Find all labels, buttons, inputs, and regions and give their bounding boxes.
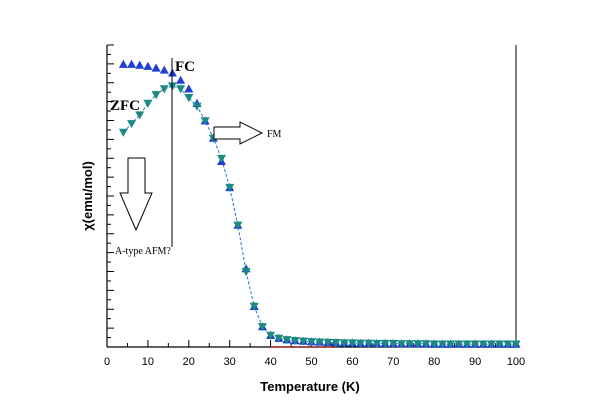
guide-curve [123,85,516,345]
series-zfc [118,82,521,349]
data-point [478,340,488,349]
data-point [241,268,251,277]
data-point [307,338,316,347]
data-point [323,338,333,347]
data-point [315,338,325,347]
data-point [380,339,390,349]
data-point [159,65,169,74]
fm-arrow [213,121,264,145]
x-tick-label: 0 [104,356,110,368]
data-point [257,323,267,332]
afm-arrow [119,157,153,232]
data-point [503,340,513,349]
x-tick-label: 10 [142,356,154,368]
data-point [274,334,284,343]
x-tick-label: 70 [387,356,399,368]
data-point [339,339,349,348]
data-point [364,339,374,348]
x-tick-label: 40 [264,356,276,368]
data-point [495,340,505,349]
y-axis-ticks [107,44,114,348]
data-point [127,120,137,129]
data-point [282,336,292,345]
data-point [127,59,137,68]
data-markers [118,59,521,349]
data-point [118,59,128,68]
fc-label: FC [175,59,195,75]
zfc-label: ZFC [110,98,140,114]
x-tick-label: 90 [469,356,481,368]
data-point [421,340,431,349]
data-point [470,340,480,349]
data-point [511,340,521,349]
data-point [184,94,194,103]
x-tick-label: 100 [507,356,525,368]
data-point [225,183,235,192]
series-fc [118,59,521,348]
data-point [217,154,227,163]
data-point [233,221,243,230]
data-point [118,128,128,137]
data-point [135,60,145,69]
data-point [388,339,398,349]
data-point [372,339,382,349]
data-point [347,339,357,348]
plot-frame [106,45,517,348]
x-tick-label: 60 [346,356,358,368]
data-point [143,99,153,108]
data-point [298,337,308,346]
data-point [176,85,186,94]
data-point [396,340,406,349]
y-axis-title: χ(emu/mol) [80,161,95,231]
data-point [486,340,496,349]
x-axis-tick-labels: 0 10 20 30 40 50 60 70 80 90 100 [104,356,525,368]
data-point [405,340,415,349]
data-point [143,61,153,70]
x-tick-label: 50 [305,356,317,368]
data-point [462,340,472,349]
data-point [446,340,456,349]
fit-lines [123,85,516,348]
data-point [290,337,300,346]
data-point [454,340,464,349]
afm-label: A-type AFM? [115,246,171,257]
data-point [184,84,194,93]
data-point [159,85,169,94]
data-point [429,340,439,349]
data-point [331,339,341,348]
data-point [151,63,161,72]
data-point [413,340,423,349]
x-tick-label: 80 [428,356,440,368]
fm-label: FM [267,129,282,140]
data-point [151,91,161,100]
data-point [437,340,447,349]
data-point [266,331,276,340]
x-axis-title: Temperature (K) [260,379,359,394]
data-point [176,75,186,84]
x-tick-label: 30 [224,356,236,368]
data-point [135,111,145,120]
x-tick-label: 20 [183,356,195,368]
data-point [356,339,366,348]
data-point [200,117,210,126]
data-point [192,102,202,111]
data-point [249,302,259,311]
